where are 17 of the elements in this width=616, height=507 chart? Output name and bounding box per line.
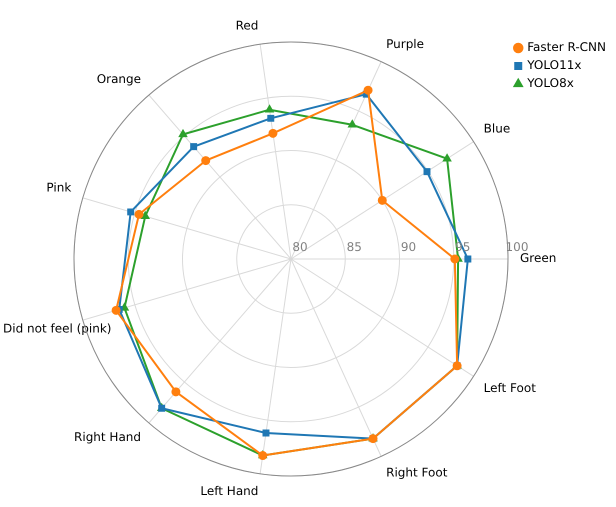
y-tick-label: 80 [292,240,308,254]
spoke-label: Blue [484,121,510,136]
spoke-label: Red [236,18,258,32]
legend-label: YOLO8x [526,76,574,90]
y-tick-label: 90 [400,240,416,254]
spoke-label: Pink [46,180,72,195]
spoke-label: Left Foot [484,380,536,395]
y-tick-label: 85 [346,240,362,254]
legend-label: YOLO11x [526,58,582,72]
spoke-label: Did not feel (pink) [2,322,112,336]
spoke-label: Green [520,251,556,266]
spoke-label: Right Hand [74,430,142,444]
spoke-label: Left Hand [200,484,258,498]
spoke-label: Purple [386,36,424,51]
spoke-label: Orange [96,72,142,86]
legend-label: Faster R-CNN [527,40,606,54]
spoke-label: Right Foot [386,465,448,480]
